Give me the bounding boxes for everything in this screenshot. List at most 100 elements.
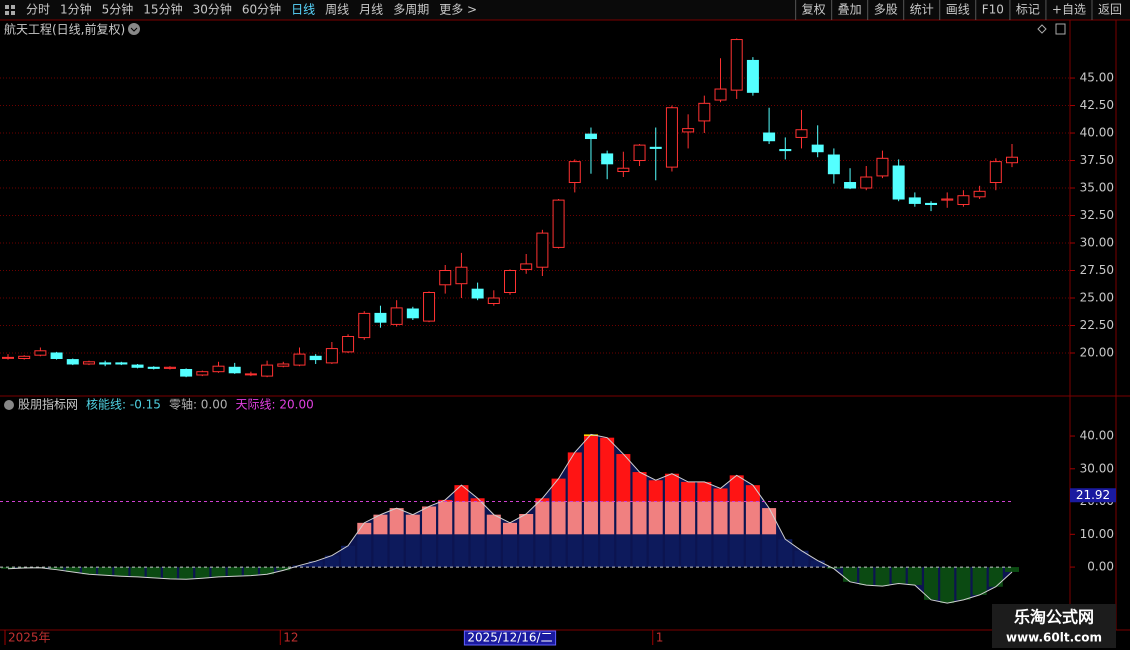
period-tab[interactable]: 周线 [325, 3, 349, 17]
candle-body [989, 161, 1002, 184]
bar-segment [454, 534, 469, 568]
title-menu-icon[interactable] [128, 23, 140, 35]
candle-body [698, 102, 711, 122]
y-tick-label: 45.00 [1080, 71, 1114, 85]
bar-segment [697, 481, 712, 502]
bar [65, 567, 80, 572]
title-menu-arrow [130, 27, 138, 32]
candle-body [180, 368, 193, 377]
legend-item: 天际线: 20.00 [236, 398, 314, 412]
bar [843, 567, 858, 582]
candle-body [50, 352, 63, 359]
candle-body [309, 355, 322, 361]
candle-body [115, 362, 128, 365]
period-tab[interactable]: 日线 [291, 3, 315, 17]
y-tick-label: 40.00 [1080, 429, 1114, 443]
candle-body [358, 312, 371, 339]
corner-icon[interactable] [1037, 24, 1047, 34]
y-tick-label: 35.00 [1080, 181, 1114, 195]
watermark-url: www.60lt.com [1006, 631, 1102, 645]
candle-body [131, 364, 144, 368]
bar-segment [503, 522, 517, 535]
period-tab[interactable]: 分时 [26, 3, 50, 17]
candle-body [406, 308, 419, 319]
candle-body [504, 270, 516, 293]
candle-body [261, 364, 274, 377]
candle-body [212, 365, 225, 373]
bar [162, 567, 177, 579]
bar-segment [616, 534, 631, 568]
bar-segment [438, 534, 453, 568]
bar-segment [745, 501, 760, 535]
toolbar-bg [0, 0, 1130, 20]
y-tick-label: 10.00 [1080, 527, 1114, 541]
period-tab[interactable]: 月线 [359, 3, 383, 17]
toolbar-button[interactable]: +自选 [1052, 3, 1086, 17]
bar-segment [567, 452, 582, 502]
bar-segment [567, 501, 582, 535]
bar [130, 567, 145, 577]
candle-body [34, 350, 47, 356]
bar-segment [583, 434, 598, 437]
candle-body [244, 373, 257, 376]
toolbar-button[interactable]: 统计 [910, 3, 934, 17]
bar-segment [357, 522, 372, 535]
cursor-date-box [463, 630, 557, 646]
period-tab[interactable]: 多周期 [393, 3, 429, 17]
candle-body [147, 366, 160, 369]
period-tab[interactable]: 1分钟 [60, 2, 92, 17]
bar-segment [438, 499, 453, 502]
bar-segment [470, 498, 485, 502]
bar-segment [583, 501, 598, 535]
candle-body [82, 361, 95, 365]
candle-body [1006, 156, 1018, 164]
candle-body [617, 167, 630, 173]
period-tab[interactable]: 更多 > [439, 3, 477, 17]
watermark-bg [992, 604, 1116, 648]
bar-segment [486, 514, 501, 535]
period-tab[interactable]: 60分钟 [242, 2, 281, 17]
toolbar-button[interactable]: 返回 [1098, 3, 1122, 17]
bar [146, 567, 161, 578]
toolbar-button[interactable]: 多股 [874, 3, 898, 17]
candle-body [293, 353, 306, 366]
toolbar-button[interactable]: 画线 [946, 3, 970, 17]
candle-body [66, 359, 79, 365]
period-tab[interactable]: 15分钟 [143, 2, 182, 17]
toolbar-button[interactable]: 叠加 [838, 3, 862, 17]
corner-icon[interactable] [1055, 23, 1066, 35]
period-tab[interactable]: 30分钟 [193, 2, 232, 17]
candle-body [342, 335, 355, 353]
bar-segment [405, 534, 420, 568]
bar [891, 567, 906, 584]
candle-body [196, 371, 209, 376]
indicator-menu-icon[interactable] [4, 400, 14, 410]
bar [1005, 567, 1019, 572]
bar [940, 567, 955, 604]
candle-body [536, 232, 549, 268]
x-tick-label: 2025年 [8, 631, 51, 645]
bar-segment [551, 501, 566, 535]
candle-body [763, 132, 776, 142]
bar-segment [729, 501, 744, 535]
indicator-title: 股朋指标网 [18, 397, 78, 412]
period-tab[interactable]: 5分钟 [102, 2, 134, 17]
candle-body [471, 288, 484, 299]
y-tick-label: 40.00 [1080, 126, 1114, 140]
candle-body [439, 270, 452, 286]
y-tick-label: 22.50 [1080, 318, 1114, 332]
toolbar-button[interactable]: 复权 [802, 3, 826, 17]
x-tick-label: 1 [656, 631, 664, 645]
toolbar-button[interactable]: 标记 [1016, 3, 1040, 17]
watermark-name: 乐淘公式网 [1014, 608, 1094, 627]
bar-segment [778, 539, 793, 568]
bar [243, 567, 258, 576]
grid-icon [5, 5, 15, 15]
chart-title: 航天工程(日线,前复权) [4, 22, 125, 37]
candle-body [892, 165, 905, 200]
bar [826, 567, 841, 569]
bar [114, 567, 129, 577]
toolbar-button[interactable]: F10 [982, 3, 1004, 17]
bar [98, 567, 113, 576]
bar-segment [438, 501, 453, 535]
